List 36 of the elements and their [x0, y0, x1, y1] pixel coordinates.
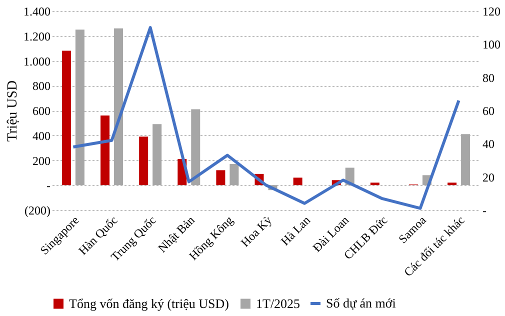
bar [75, 30, 84, 186]
bar [62, 50, 71, 186]
y-tick-label: 200 [32, 154, 50, 168]
y-tick-label: (200) [24, 204, 50, 218]
bar [139, 136, 148, 186]
y2-tick-label: 100 [482, 38, 500, 52]
y2-tick-label: 20 [482, 170, 494, 184]
y2-tick-label: 40 [482, 137, 494, 152]
y-axis-title: Triệu USD [6, 80, 20, 142]
bar [230, 164, 239, 186]
x-tick-label: Hà Lan [278, 213, 314, 248]
y2-tick-label: 60 [482, 104, 494, 118]
bar [100, 115, 110, 186]
y-tick-label: 1.200 [24, 29, 50, 44]
bar [293, 178, 302, 186]
legend-label: 1T/2025 [256, 296, 300, 311]
bar [191, 109, 200, 186]
y-tick-label: 1.400 [24, 4, 50, 18]
y-tick-label: 1.000 [24, 54, 50, 68]
bar [370, 182, 380, 186]
y-tick-label: 800 [32, 79, 50, 94]
y2-tick-label: 80 [482, 70, 494, 85]
y-tick-label: 400 [32, 128, 50, 143]
bar [448, 182, 457, 186]
legend-label: Số dự án mới [326, 296, 396, 310]
y2-tick-label: - [482, 204, 486, 218]
line-series [72, 26, 460, 210]
bar [216, 170, 226, 186]
bar [152, 124, 162, 186]
bar [114, 28, 124, 186]
y2-tick-label: 120 [482, 4, 500, 18]
y-tick-label: - [46, 178, 50, 193]
y-tick-label: 600 [32, 104, 50, 118]
legend-label: Tổng vốn đăng ký (triệu USD) [69, 296, 229, 311]
bar [461, 134, 470, 186]
x-tick-label: Hoa Kỳ [238, 213, 274, 250]
